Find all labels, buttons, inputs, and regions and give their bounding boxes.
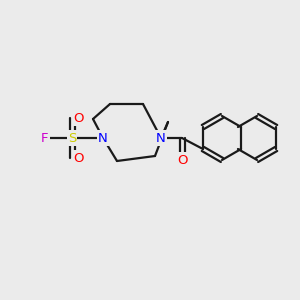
Text: O: O bbox=[73, 152, 83, 164]
Text: S: S bbox=[68, 131, 76, 145]
Text: O: O bbox=[177, 154, 187, 166]
Text: O: O bbox=[73, 112, 83, 124]
Text: N: N bbox=[156, 131, 166, 145]
Text: F: F bbox=[41, 131, 49, 145]
Text: N: N bbox=[98, 131, 108, 145]
